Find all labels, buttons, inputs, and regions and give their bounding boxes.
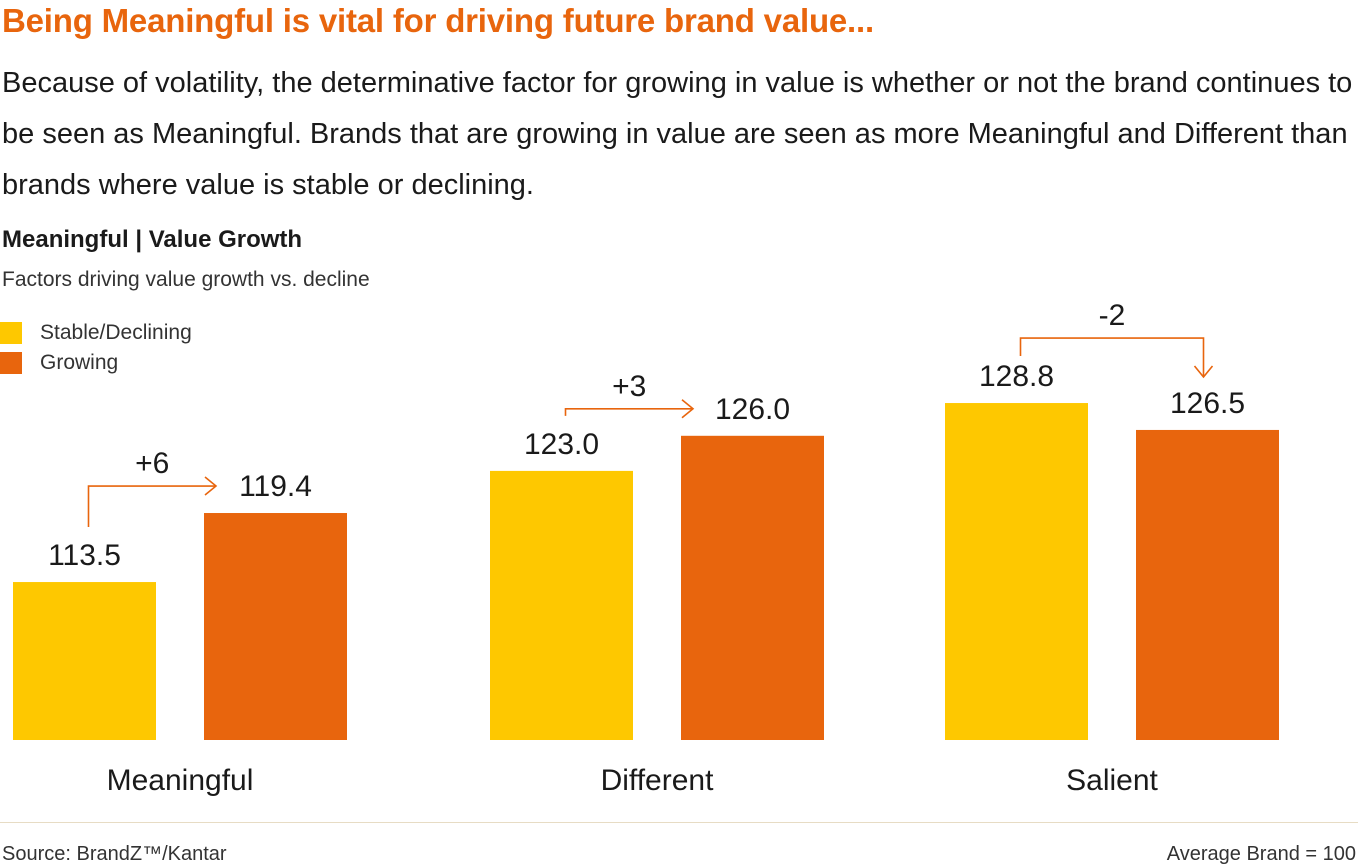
category-label-different: Different [601, 764, 715, 797]
legend-swatch-stable-declining [0, 322, 22, 344]
footer-divider [0, 822, 1358, 823]
legend-swatch-growing [0, 352, 22, 374]
chart-subtitle: Factors driving value growth vs. decline [2, 268, 370, 291]
legend-item-growing: Growing [0, 348, 192, 378]
category-label-salient: Salient [1066, 764, 1158, 797]
legend-label-stable-declining: Stable/Declining [40, 321, 192, 344]
legend-label-growing: Growing [40, 351, 119, 374]
bar-salient-stable-declining [945, 403, 1088, 740]
difference-connector-meaningful [87, 485, 216, 528]
chart-legend: Stable/Declining Growing [0, 318, 192, 378]
difference-arrowhead-meaningful [204, 476, 218, 496]
value-label-salient-stable-declining: 128.8 [979, 360, 1054, 393]
difference-arrowhead-salient [1193, 365, 1214, 379]
value-label-salient-growing: 126.5 [1170, 387, 1245, 420]
average-brand-note: Average Brand = 100 [1166, 843, 1356, 865]
intro-paragraph: Because of volatility, the determinative… [2, 67, 1353, 201]
bar-different-growing [681, 435, 824, 740]
category-label-meaningful: Meaningful [107, 764, 254, 797]
page-title: Being Meaningful is vital for driving fu… [2, 2, 874, 39]
value-label-different-growing: 126.0 [715, 393, 790, 426]
value-label-different-stable-declining: 123.0 [524, 428, 599, 461]
value-label-meaningful-growing: 119.4 [239, 470, 312, 503]
source-note: Source: BrandZ™/Kantar [2, 843, 227, 865]
bar-salient-growing [1136, 429, 1279, 740]
difference-connector-salient [1019, 337, 1205, 377]
chart-title: Meaningful | Value Growth [2, 226, 303, 253]
legend-item-stable-declining: Stable/Declining [0, 318, 192, 348]
bar-meaningful-growing [204, 513, 347, 740]
difference-connector-different [564, 408, 693, 416]
difference-label-different: +3 [612, 370, 646, 403]
bar-meaningful-stable-declining [13, 582, 156, 740]
difference-label-salient: -2 [1099, 299, 1126, 332]
value-label-meaningful-stable-declining: 113.5 [48, 539, 121, 572]
bar-different-stable-declining [490, 470, 633, 740]
difference-arrowhead-different [681, 399, 695, 419]
difference-label-meaningful: +6 [135, 447, 169, 480]
